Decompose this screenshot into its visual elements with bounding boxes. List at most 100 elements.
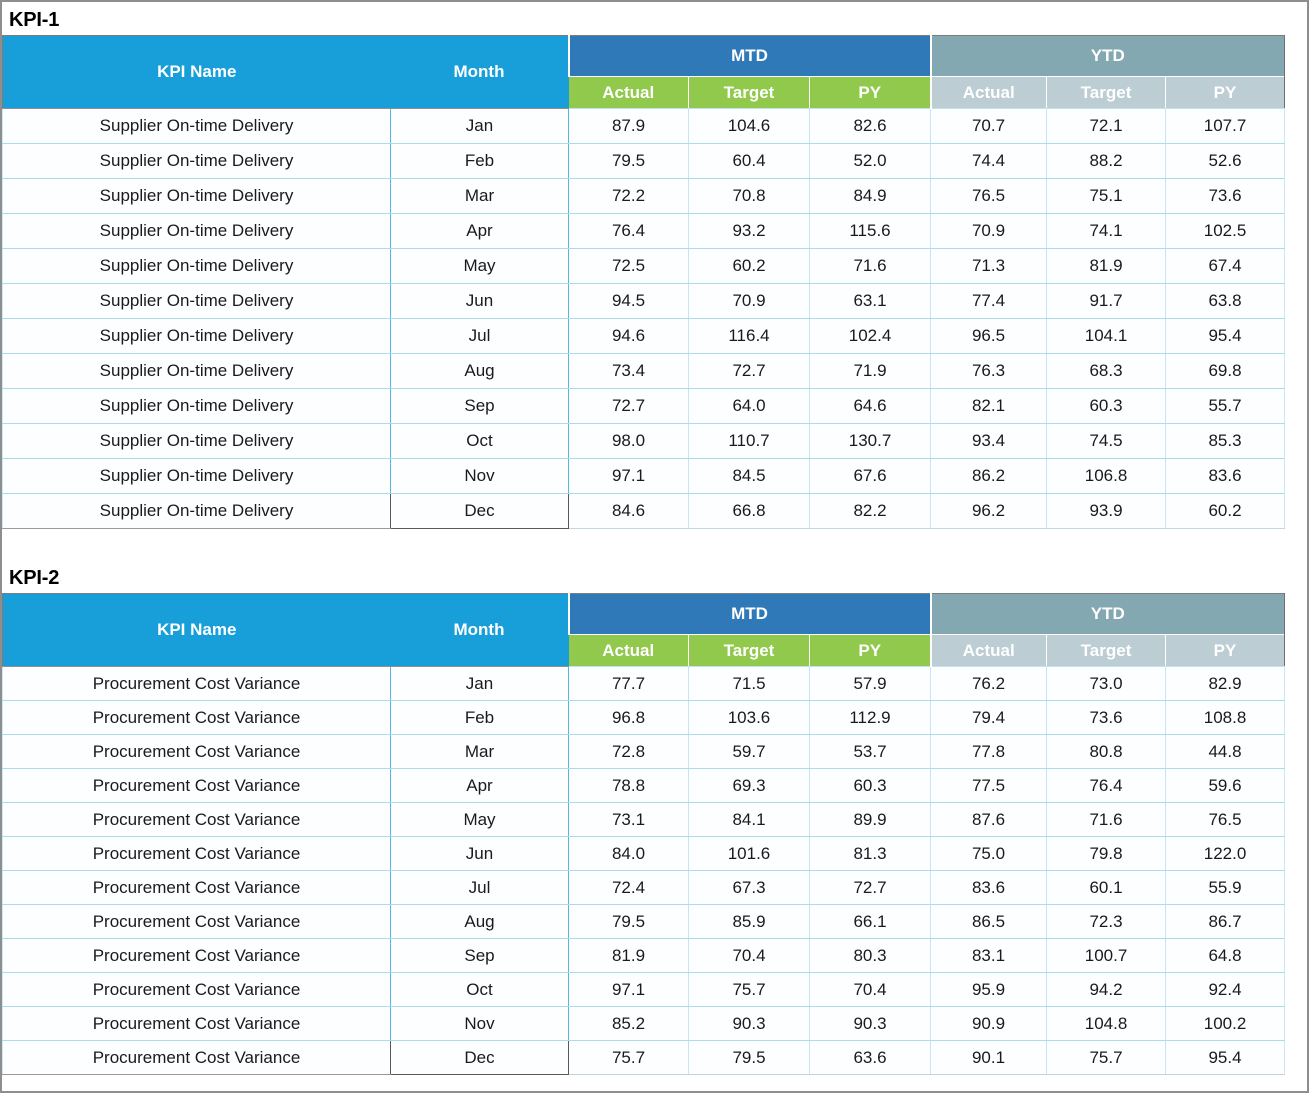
month-cell[interactable]: Sep: [390, 938, 569, 973]
ytd-actual-cell[interactable]: 83.6: [930, 870, 1047, 905]
mtd-target-cell[interactable]: 60.4: [688, 143, 810, 179]
kpi-name-cell[interactable]: Procurement Cost Variance: [2, 1040, 391, 1075]
ytd-py-cell[interactable]: 95.4: [1165, 318, 1286, 354]
ytd-target-cell[interactable]: 94.2: [1046, 972, 1166, 1007]
month-cell[interactable]: Jan: [390, 666, 569, 701]
ytd-actual-cell[interactable]: 76.3: [930, 353, 1047, 389]
mtd-target-cell[interactable]: 116.4: [688, 318, 810, 354]
mtd-target-cell[interactable]: 60.2: [688, 248, 810, 284]
ytd-target-cell[interactable]: 73.0: [1046, 666, 1166, 701]
ytd-target-cell[interactable]: 73.6: [1046, 700, 1166, 735]
ytd-py-cell[interactable]: 52.6: [1165, 143, 1286, 179]
mtd-actual-cell[interactable]: 76.4: [568, 213, 689, 249]
mtd-py-cell[interactable]: 71.9: [808, 353, 931, 389]
ytd-target-cell[interactable]: 88.2: [1046, 143, 1166, 179]
ytd-py-cell[interactable]: 95.4: [1165, 1040, 1286, 1075]
ytd-actual-cell[interactable]: 95.9: [930, 972, 1047, 1007]
mtd-group-header[interactable]: MTD: [567, 593, 931, 635]
mtd-target-cell[interactable]: 104.6: [688, 108, 810, 144]
mtd-target-cell[interactable]: 71.5: [688, 666, 810, 701]
month-cell[interactable]: May: [390, 802, 569, 837]
mtd-actual-cell[interactable]: 73.4: [568, 353, 689, 389]
kpi-name-cell[interactable]: Procurement Cost Variance: [2, 938, 391, 973]
mtd-actual-cell[interactable]: 78.8: [568, 768, 689, 803]
kpi-name-cell[interactable]: Procurement Cost Variance: [2, 666, 391, 701]
ytd-actual-cell[interactable]: 93.4: [930, 423, 1047, 459]
month-cell[interactable]: Sep: [390, 388, 569, 424]
mtd-actual-cell[interactable]: 84.6: [568, 493, 689, 529]
mtd-py-cell[interactable]: 63.6: [808, 1040, 931, 1075]
mtd-target-cell[interactable]: 59.7: [688, 734, 810, 769]
kpi-name-cell[interactable]: Supplier On-time Delivery: [2, 318, 391, 354]
month-cell[interactable]: Oct: [390, 972, 569, 1007]
mtd-actual-cell[interactable]: 79.5: [568, 143, 689, 179]
ytd-actual-cell[interactable]: 90.1: [930, 1040, 1047, 1075]
ytd-target-cell[interactable]: 72.3: [1046, 904, 1166, 939]
mtd-py-header[interactable]: PY: [808, 76, 931, 109]
mtd-actual-cell[interactable]: 75.7: [568, 1040, 689, 1075]
ytd-actual-header[interactable]: Actual: [929, 634, 1047, 667]
mtd-actual-cell[interactable]: 81.9: [568, 938, 689, 973]
ytd-target-cell[interactable]: 75.7: [1046, 1040, 1166, 1075]
month-cell[interactable]: Apr: [390, 213, 569, 249]
mtd-actual-cell[interactable]: 98.0: [568, 423, 689, 459]
mtd-actual-cell[interactable]: 72.4: [568, 870, 689, 905]
mtd-group-header[interactable]: MTD: [567, 35, 931, 77]
kpi-name-cell[interactable]: Procurement Cost Variance: [2, 734, 391, 769]
kpi-name-cell[interactable]: Supplier On-time Delivery: [2, 388, 391, 424]
mtd-py-header[interactable]: PY: [808, 634, 931, 667]
month-cell[interactable]: Jun: [390, 836, 569, 871]
ytd-py-cell[interactable]: 100.2: [1165, 1006, 1286, 1041]
month-cell[interactable]: Nov: [390, 458, 569, 494]
ytd-actual-cell[interactable]: 96.2: [930, 493, 1047, 529]
mtd-target-cell[interactable]: 70.4: [688, 938, 810, 973]
mtd-py-cell[interactable]: 112.9: [808, 700, 931, 735]
ytd-actual-cell[interactable]: 77.5: [930, 768, 1047, 803]
month-cell[interactable]: Feb: [390, 700, 569, 735]
ytd-target-cell[interactable]: 76.4: [1046, 768, 1166, 803]
mtd-target-cell[interactable]: 110.7: [688, 423, 810, 459]
mtd-actual-cell[interactable]: 72.5: [568, 248, 689, 284]
mtd-py-cell[interactable]: 64.6: [808, 388, 931, 424]
ytd-actual-header[interactable]: Actual: [929, 76, 1047, 109]
ytd-py-cell[interactable]: 44.8: [1165, 734, 1286, 769]
mtd-target-cell[interactable]: 79.5: [688, 1040, 810, 1075]
mtd-target-cell[interactable]: 93.2: [688, 213, 810, 249]
mtd-actual-cell[interactable]: 96.8: [568, 700, 689, 735]
month-cell[interactable]: Jul: [390, 870, 569, 905]
ytd-actual-cell[interactable]: 77.8: [930, 734, 1047, 769]
mtd-py-cell[interactable]: 90.3: [808, 1006, 931, 1041]
kpi-name-column-header[interactable]: KPI Name: [2, 35, 391, 109]
mtd-target-cell[interactable]: 72.7: [688, 353, 810, 389]
kpi-name-cell[interactable]: Procurement Cost Variance: [2, 1006, 391, 1041]
mtd-py-cell[interactable]: 70.4: [808, 972, 931, 1007]
mtd-target-header[interactable]: Target: [688, 634, 810, 667]
ytd-group-header[interactable]: YTD: [929, 35, 1286, 77]
mtd-target-cell[interactable]: 101.6: [688, 836, 810, 871]
ytd-py-cell[interactable]: 82.9: [1165, 666, 1286, 701]
month-cell[interactable]: Jul: [390, 318, 569, 354]
mtd-actual-cell[interactable]: 87.9: [568, 108, 689, 144]
kpi-name-cell[interactable]: Supplier On-time Delivery: [2, 423, 391, 459]
ytd-target-cell[interactable]: 104.8: [1046, 1006, 1166, 1041]
mtd-actual-header[interactable]: Actual: [568, 76, 689, 109]
ytd-target-cell[interactable]: 60.3: [1046, 388, 1166, 424]
ytd-py-cell[interactable]: 67.4: [1165, 248, 1286, 284]
kpi-name-cell[interactable]: Procurement Cost Variance: [2, 768, 391, 803]
mtd-actual-cell[interactable]: 94.5: [568, 283, 689, 319]
ytd-target-cell[interactable]: 81.9: [1046, 248, 1166, 284]
kpi-name-cell[interactable]: Procurement Cost Variance: [2, 802, 391, 837]
mtd-actual-cell[interactable]: 94.6: [568, 318, 689, 354]
ytd-target-cell[interactable]: 106.8: [1046, 458, 1166, 494]
mtd-actual-cell[interactable]: 79.5: [568, 904, 689, 939]
ytd-py-cell[interactable]: 60.2: [1165, 493, 1286, 529]
month-cell[interactable]: Dec: [390, 493, 569, 529]
mtd-target-cell[interactable]: 84.5: [688, 458, 810, 494]
mtd-actual-cell[interactable]: 72.8: [568, 734, 689, 769]
mtd-target-cell[interactable]: 66.8: [688, 493, 810, 529]
mtd-target-cell[interactable]: 103.6: [688, 700, 810, 735]
mtd-py-cell[interactable]: 82.6: [808, 108, 931, 144]
kpi-name-cell[interactable]: Supplier On-time Delivery: [2, 143, 391, 179]
mtd-py-cell[interactable]: 60.3: [808, 768, 931, 803]
mtd-target-cell[interactable]: 85.9: [688, 904, 810, 939]
